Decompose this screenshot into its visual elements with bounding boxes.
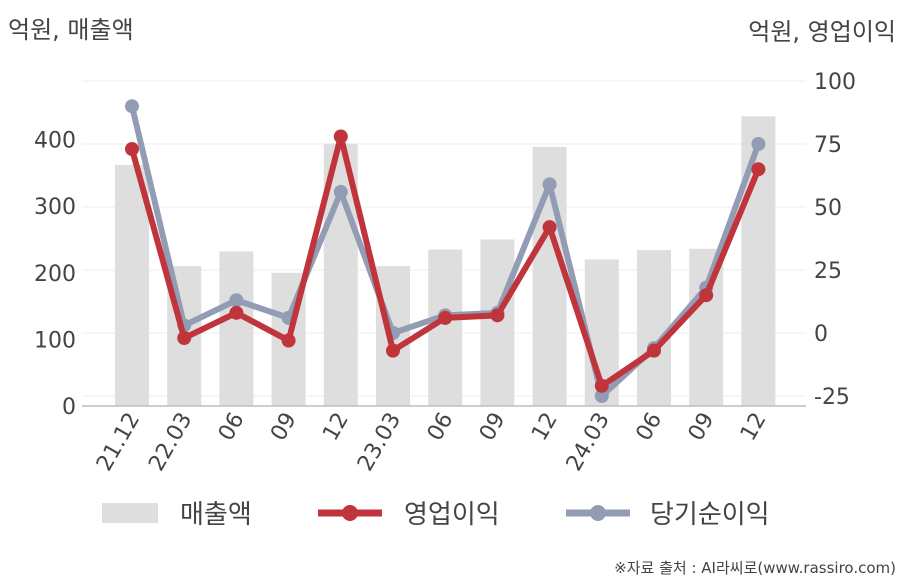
point-operating-profit — [177, 331, 192, 346]
left-tick-label: 0 — [62, 395, 76, 420]
left-axis-unit-label: 억원, 매출액 — [8, 16, 134, 44]
point-net-income — [333, 184, 348, 199]
point-operating-profit — [125, 142, 139, 157]
right-tick-label: 0 — [814, 322, 828, 347]
x-tick-label: 06 — [632, 409, 668, 446]
right-tick-label: 75 — [814, 133, 842, 158]
legend-swatch-revenue — [102, 503, 158, 523]
right-tick-label: 25 — [814, 259, 842, 284]
point-net-income — [229, 293, 244, 308]
bar-09 — [480, 239, 515, 406]
x-tick-label: 12 — [318, 409, 354, 446]
x-tick-label: 09 — [266, 409, 302, 446]
bar-21.12 — [115, 164, 149, 406]
line-series — [125, 99, 766, 403]
point-operating-profit — [594, 378, 609, 393]
point-operating-profit — [751, 162, 766, 177]
x-tick-label: 21.12 — [92, 409, 145, 476]
x-tick-label: 06 — [423, 409, 459, 446]
bar-06 — [219, 251, 254, 406]
bar-06 — [637, 250, 671, 406]
point-operating-profit — [281, 333, 296, 348]
point-operating-profit — [542, 220, 557, 235]
right-tick-label: 50 — [814, 196, 842, 221]
legend-marker-operating-profit — [342, 505, 358, 521]
x-tick-label: 09 — [475, 409, 511, 446]
left-tick-label: 100 — [34, 328, 76, 353]
point-operating-profit — [699, 288, 714, 303]
x-tick-label: 24.03 — [562, 409, 615, 476]
legend-label-net-income: 당기순이익 — [650, 500, 770, 530]
x-tick-label: 12 — [736, 409, 772, 446]
right-tick-label: 100 — [814, 70, 856, 95]
legend-label-revenue: 매출액 — [180, 500, 252, 530]
point-net-income — [542, 177, 557, 192]
point-operating-profit — [438, 310, 453, 325]
x-tick-label: 09 — [684, 409, 720, 446]
point-net-income — [751, 137, 766, 151]
right-axis-unit-label: 억원, 영업이익 — [748, 18, 896, 46]
right-axis-ticks: -25 0 25 50 75 100 — [814, 70, 856, 410]
x-tick-label: 06 — [214, 409, 250, 446]
legend-label-operating-profit: 영업이익 — [404, 500, 500, 530]
point-net-income — [594, 389, 609, 403]
right-tick-label: -25 — [814, 385, 850, 410]
legend: 매출액 영업이익 당기순이익 — [102, 500, 770, 530]
left-axis-ticks: 0 100 200 300 400 — [34, 129, 76, 420]
point-operating-profit — [333, 129, 348, 144]
legend-marker-net-income — [590, 505, 606, 521]
left-tick-label: 200 — [34, 262, 76, 287]
point-operating-profit — [386, 343, 400, 358]
point-operating-profit — [490, 308, 505, 323]
x-axis-ticks: 21.12 22.03 06 09 12 23.03 06 09 12 24.03 06 09 12 — [92, 409, 772, 476]
x-tick-label: 12 — [527, 409, 563, 446]
x-tick-label: 23.03 — [353, 409, 406, 476]
point-net-income — [125, 99, 139, 114]
point-operating-profit — [229, 305, 244, 320]
bar-12 — [741, 116, 776, 406]
source-note: ※자료 출처 : AI라씨로(www.rassiro.com) — [614, 559, 896, 577]
left-tick-label: 400 — [34, 129, 76, 154]
left-tick-label: 300 — [34, 195, 76, 220]
point-operating-profit — [647, 343, 661, 358]
x-tick-label: 22.03 — [144, 409, 197, 476]
bar-series — [115, 116, 776, 406]
